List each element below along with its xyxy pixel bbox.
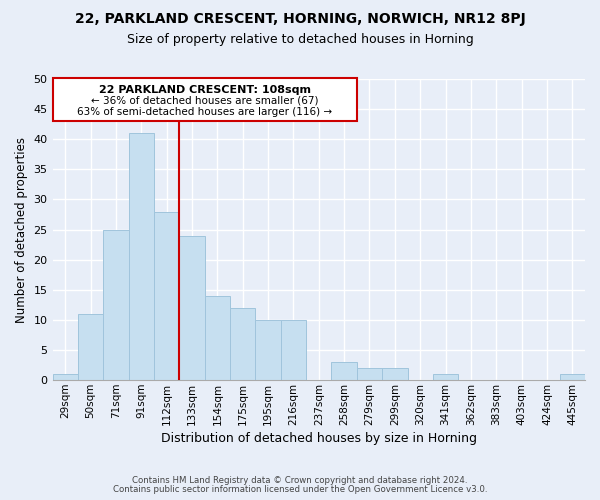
Bar <box>256 320 281 380</box>
Bar <box>331 362 357 380</box>
Text: ← 36% of detached houses are smaller (67): ← 36% of detached houses are smaller (67… <box>91 96 319 106</box>
Bar <box>281 320 306 380</box>
Text: Size of property relative to detached houses in Horning: Size of property relative to detached ho… <box>127 32 473 46</box>
Text: 22 PARKLAND CRESCENT: 108sqm: 22 PARKLAND CRESCENT: 108sqm <box>98 85 311 95</box>
Bar <box>103 230 128 380</box>
Bar <box>179 236 205 380</box>
Y-axis label: Number of detached properties: Number of detached properties <box>15 136 28 322</box>
Bar <box>357 368 382 380</box>
Bar <box>433 374 458 380</box>
Bar <box>128 133 154 380</box>
Text: Contains HM Land Registry data © Crown copyright and database right 2024.: Contains HM Land Registry data © Crown c… <box>132 476 468 485</box>
Bar <box>205 296 230 380</box>
Text: 63% of semi-detached houses are larger (116) →: 63% of semi-detached houses are larger (… <box>77 106 332 117</box>
Text: 22, PARKLAND CRESCENT, HORNING, NORWICH, NR12 8PJ: 22, PARKLAND CRESCENT, HORNING, NORWICH,… <box>74 12 526 26</box>
Bar <box>560 374 585 380</box>
Bar <box>382 368 407 380</box>
Bar <box>78 314 103 380</box>
Bar <box>53 78 357 121</box>
Bar <box>154 212 179 380</box>
Bar <box>230 308 256 380</box>
Text: Contains public sector information licensed under the Open Government Licence v3: Contains public sector information licen… <box>113 485 487 494</box>
X-axis label: Distribution of detached houses by size in Horning: Distribution of detached houses by size … <box>161 432 477 445</box>
Bar <box>53 374 78 380</box>
